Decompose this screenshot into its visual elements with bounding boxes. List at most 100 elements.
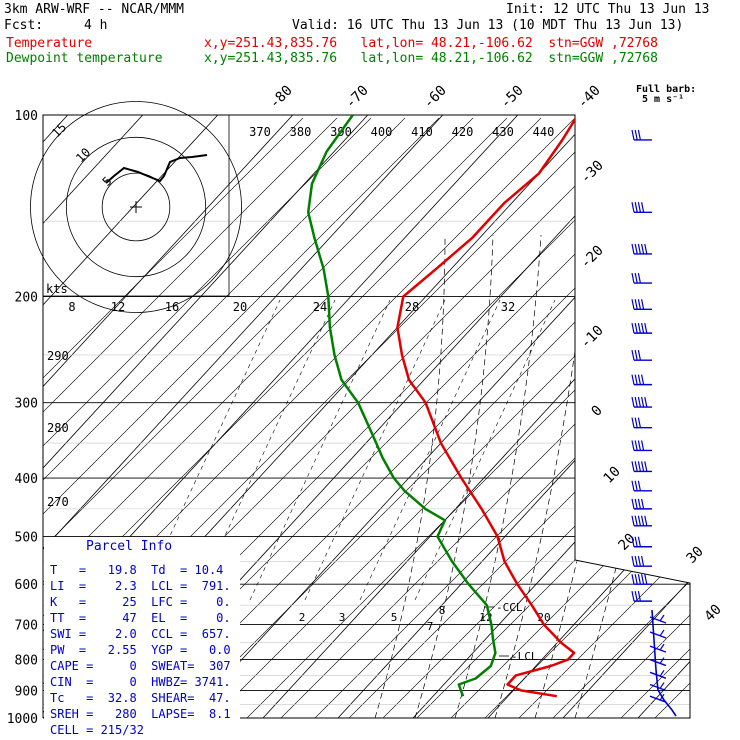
wind-barb-flag	[641, 556, 645, 567]
wind-barb-flag	[634, 515, 638, 526]
dry-adiabat	[43, 117, 542, 718]
wind-barb-flag	[637, 591, 641, 602]
wind-barb-flag	[641, 374, 645, 385]
wind-barb-flag	[659, 657, 665, 664]
wind-barb-flag	[631, 350, 635, 361]
isotherm	[337, 115, 690, 718]
dry-adiabat	[552, 117, 690, 718]
wind-barb-flag	[631, 515, 635, 526]
hodograph-ring	[101, 172, 171, 242]
isotherm	[43, 115, 294, 718]
theta-e-label: 290	[47, 349, 69, 363]
parcel-row: SWI = 2.0 CCL = 657.	[50, 627, 231, 641]
isotherm	[412, 115, 690, 718]
mixing-ratio-line	[359, 299, 501, 601]
wind-barb-flag	[637, 461, 641, 472]
theta-label: 370	[249, 125, 271, 139]
wind-barb-staff	[649, 645, 667, 653]
wind-barb-flag	[637, 129, 641, 141]
wind-barb-icon	[649, 657, 667, 667]
parcel-row: PW = 2.55 YGP = 0.0	[50, 643, 231, 657]
wind-barb-flag	[631, 299, 635, 310]
mixing-ratio-label: 20	[233, 300, 247, 314]
wind-barb-flag	[634, 299, 638, 310]
wind-barb-flag	[634, 556, 638, 567]
plot-frame	[42, 114, 691, 719]
hodograph-units-label: kts	[46, 282, 68, 296]
wind-barb-flag	[659, 614, 665, 622]
dry-adiabat	[280, 117, 690, 718]
wind-barb-flag	[637, 498, 641, 510]
wind-barb-flag	[631, 556, 635, 567]
wind-barb-flag	[634, 498, 638, 510]
wind-barb-flag	[641, 299, 645, 310]
wind-barb-flag	[637, 556, 641, 567]
wind-barb-icon	[631, 396, 652, 408]
wind-barb-icon	[631, 299, 652, 310]
wind-barb-flag	[659, 670, 665, 677]
wind-barb-icon	[631, 440, 652, 452]
wind-barb-icon	[631, 202, 652, 214]
isotherm	[43, 115, 219, 718]
mixing-ratio-line	[194, 299, 336, 601]
pressure-tick-label: 600	[15, 578, 38, 593]
dry-adiabat	[43, 117, 338, 718]
pressure-tick-label: 400	[15, 472, 38, 487]
wind-barb-icon	[631, 461, 652, 473]
wind-barb-flag	[641, 202, 645, 213]
wind-barb-flag	[637, 243, 641, 255]
wind-barb-flag	[641, 323, 645, 334]
temperature-tick-label: 10	[601, 464, 624, 487]
dry-adiabat	[484, 117, 690, 718]
isotherm	[487, 115, 690, 718]
wind-barb-icon	[631, 556, 652, 567]
wind-barb-icon	[631, 536, 652, 548]
wind-barb-icon	[631, 498, 652, 510]
wind-barb-flag	[659, 629, 665, 637]
theta-e-label: 270	[47, 495, 69, 509]
pressure-tick-label: 900	[15, 684, 38, 699]
wind-barb-icon	[631, 350, 652, 361]
wind-barb-flag	[637, 350, 641, 361]
wind-barb-flag	[637, 515, 641, 526]
wind-barb-flag	[637, 202, 641, 213]
dry-adiabat	[43, 117, 508, 718]
wind-barb-icon	[631, 591, 652, 602]
wind-barb-flag	[634, 536, 638, 547]
mixing-ratio-label: 5	[391, 611, 398, 624]
isotherm	[43, 115, 444, 718]
parcel-row: CIN = 0 HWBZ= 3741.	[50, 675, 231, 689]
wind-barb-flag	[644, 574, 648, 585]
temperature-tick-label: 30	[684, 544, 707, 567]
wind-barb-flag	[641, 243, 645, 255]
wind-barb-flag	[634, 129, 638, 141]
isotherm	[43, 115, 144, 718]
wind-barb-flag	[641, 461, 645, 472]
wind-barb-flag	[644, 515, 648, 526]
mixing-ratio-label: 32	[501, 300, 515, 314]
dry-adiabat	[43, 117, 440, 718]
pressure-tick-label: 500	[15, 530, 38, 545]
wind-barb-staff	[651, 609, 677, 717]
wind-barb-flag	[634, 202, 638, 213]
pressure-tick-label: 300	[15, 397, 38, 412]
isotherm	[43, 115, 369, 718]
mixing-ratio-label: 3	[339, 611, 346, 624]
wind-barb-flag	[641, 498, 645, 510]
theta-label: 440	[533, 125, 555, 139]
model-title: 3km ARW-WRF -- NCAR/MMM	[4, 2, 185, 17]
parcel-info-panel: Parcel Info T = 19.8 Td = 10.4 LI = 2.3 …	[44, 537, 240, 737]
wind-barb-icon	[631, 323, 652, 334]
wind-barb-flag	[631, 243, 635, 255]
wind-barb-flag	[637, 272, 641, 284]
wind-barb-flag	[634, 591, 638, 602]
wind-barb-flag	[631, 440, 635, 451]
wind-barb-staff	[649, 671, 667, 679]
dry-adiabat	[586, 117, 690, 718]
wind-barb-flag	[637, 574, 641, 585]
wind-barb-flag	[634, 243, 638, 255]
wind-barb-icon	[631, 574, 652, 585]
wind-barb-flag	[634, 350, 638, 361]
forecast-hour: 4 h	[84, 18, 108, 33]
parcel-row: CELL = 215/32	[50, 723, 144, 737]
